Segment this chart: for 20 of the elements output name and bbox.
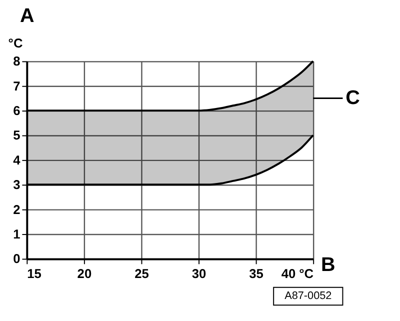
x-tick-label: 25 [134, 266, 149, 281]
y-tick-label: 8 [13, 54, 20, 69]
y-tick-label: 6 [13, 103, 20, 118]
text: °C [8, 35, 23, 50]
y-tick-label: 4 [13, 152, 22, 168]
y-tick-label: 2 [13, 202, 20, 217]
y-tick-label: 3 [13, 177, 20, 192]
x-tick-label: 35 [249, 266, 264, 281]
y-tick-label: 0 [13, 251, 20, 266]
y-tick-label: 1 [13, 226, 20, 242]
x-tick-label: 15 [27, 266, 42, 281]
y-tick-label: 7 [13, 78, 20, 94]
x-tick-label: 40 °C [281, 266, 314, 281]
x-tick-label: 30 [192, 266, 206, 281]
text: A87-0052 [284, 290, 332, 302]
annotation: C [346, 87, 360, 110]
x-axis-title: B [321, 254, 336, 276]
x-tick-label: 20 [77, 266, 92, 281]
y-axis-title: A [20, 5, 34, 28]
y-tick-label: 5 [13, 128, 20, 143]
